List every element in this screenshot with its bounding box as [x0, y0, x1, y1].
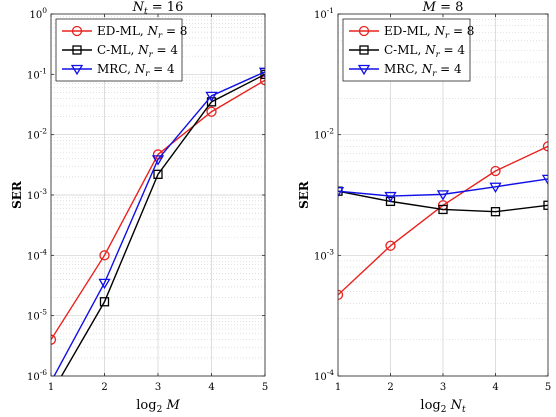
- data-point: [151, 155, 165, 166]
- x-tick-label: 3: [440, 382, 446, 393]
- legend-marker: [72, 45, 82, 55]
- data-point: [384, 191, 397, 203]
- legend-item: MRC, Nr = 4: [62, 62, 175, 79]
- axes: [50, 13, 266, 377]
- series-line-square: [60, 73, 265, 376]
- data-point: [542, 141, 548, 152]
- y-tick-label: 10-1: [314, 6, 334, 21]
- x-axis-label: log2 M: [136, 398, 180, 415]
- legend-label: MRC, Nr = 4: [97, 62, 175, 79]
- x-axis-label: log2 Nt: [420, 398, 466, 415]
- data-point: [206, 106, 217, 117]
- legend-label: MRC, Nr = 4: [384, 62, 462, 79]
- data-point: [543, 200, 548, 210]
- data-point: [206, 97, 217, 107]
- legend-label: C-ML, Nr = 4: [97, 43, 178, 60]
- legend-label: C-ML, Nr = 4: [384, 43, 465, 60]
- series-group: [51, 67, 265, 376]
- chart-left: 1 2 3 4 5 10-6 10-5 10-4 10-3 10-2 10-1 100 Nt = 16 l…: [10, 0, 268, 415]
- x-tick-label: 2: [387, 382, 393, 393]
- data-point: [338, 187, 345, 198]
- y-tick-label: 10-3: [27, 187, 47, 202]
- legend-item: ED-ML, Nr = 8: [349, 24, 474, 41]
- data-point: [541, 174, 548, 186]
- legend-marker: [71, 25, 83, 37]
- data-point: [489, 182, 502, 194]
- data-point: [438, 204, 448, 215]
- x-tick-label: 3: [155, 382, 161, 393]
- legend-marker: [359, 45, 369, 55]
- legend: ED-ML, Nr = 8 C-ML, Nr = 4 MRC, Nr = 4: [342, 18, 474, 82]
- x-tick-label: 4: [492, 382, 498, 393]
- legend-marker: [70, 64, 84, 76]
- y-tick-label: 10-3: [314, 247, 334, 262]
- x-tick-label: 1: [335, 382, 341, 393]
- data-point: [490, 207, 501, 217]
- series-line-square: [338, 190, 548, 213]
- series-line-circle: [51, 79, 265, 341]
- legend-marker: [358, 25, 370, 37]
- legend-item: C-ML, Nr = 4: [349, 43, 465, 60]
- series-group: [338, 141, 548, 301]
- legend-label: ED-ML, Nr = 8: [97, 24, 187, 41]
- data-point: [258, 67, 265, 79]
- y-tick-label: 10-4: [314, 368, 334, 383]
- legend-item: C-ML, Nr = 4: [62, 43, 178, 60]
- data-point: [99, 250, 110, 261]
- legend: ED-ML, Nr = 8 C-ML, Nr = 4 MRC, Nr = 4: [55, 18, 187, 82]
- y-axis-label: SER: [297, 180, 311, 209]
- data-point: [153, 169, 163, 179]
- y-tick-label: 10-6: [27, 368, 47, 383]
- x-tick-label: 2: [101, 382, 107, 393]
- axes: [337, 13, 549, 377]
- legend-marker: [357, 64, 371, 76]
- data-point: [338, 289, 344, 301]
- y-tick-label: 10-2: [27, 127, 47, 142]
- data-point: [98, 278, 111, 290]
- data-point: [99, 297, 110, 307]
- series-line-triangle-down: [338, 178, 548, 197]
- y-tick-label: 10-4: [27, 247, 47, 262]
- data-point: [51, 334, 57, 345]
- legend-label: ED-ML, Nr = 8: [384, 24, 474, 41]
- data-point: [259, 75, 265, 86]
- chart-title: M = 8: [422, 0, 464, 15]
- y-tick-label: 10-1: [27, 66, 47, 81]
- data-point: [490, 165, 501, 177]
- y-tick-label: 100: [29, 6, 47, 21]
- chart-title: Nt = 16: [132, 0, 184, 17]
- data-point: [436, 190, 450, 201]
- x-tick-label: 5: [262, 382, 268, 393]
- legend-item: ED-ML, Nr = 8: [62, 24, 187, 41]
- data-point: [205, 91, 218, 103]
- y-axis-label: SER: [10, 180, 24, 209]
- series-line-triangle-down: [53, 71, 265, 376]
- data-point: [385, 240, 396, 251]
- legend-item: MRC, Nr = 4: [349, 62, 462, 79]
- data-point: [385, 196, 396, 207]
- x-tick-label: 4: [208, 382, 214, 393]
- chart-right: 1 2 3 4 5 10-4 10-3 10-2 10-1 M = 8 log2 Nt SER ED-M…: [297, 0, 551, 415]
- x-tick-label: 5: [545, 382, 551, 393]
- y-tick-label: 10-5: [27, 308, 47, 323]
- x-tick-label: 1: [48, 382, 54, 393]
- y-tick-label: 10-2: [314, 127, 334, 142]
